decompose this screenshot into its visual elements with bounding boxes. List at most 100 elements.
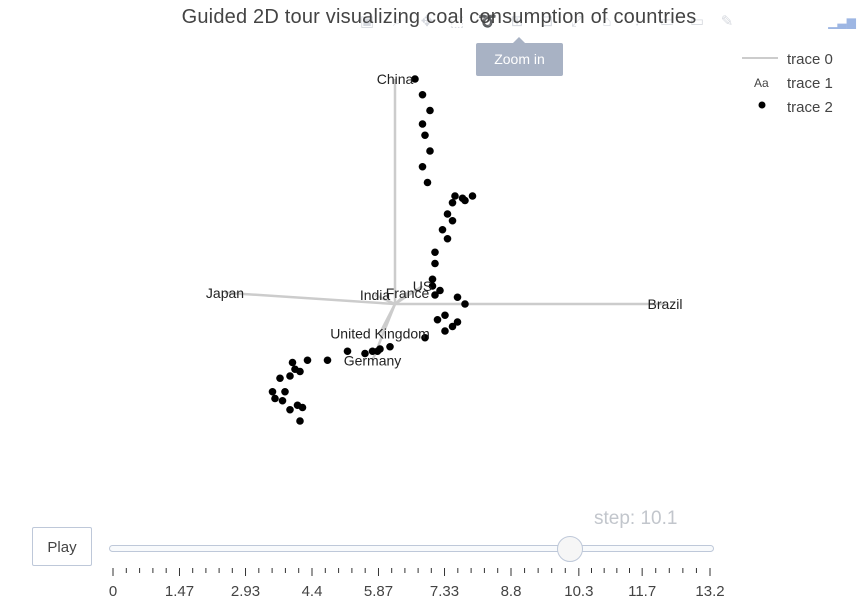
axis-label-china: China — [377, 71, 414, 87]
data-point[interactable] — [418, 90, 427, 99]
slider-tick-label: 7.33 — [430, 583, 459, 598]
legend-item-trace-0[interactable]: trace 0 — [740, 48, 860, 72]
data-point[interactable] — [428, 282, 437, 290]
modebar: ▣ ⌕ ✥ ⬚ ➰ ⊞ ⊟ ⤢ ⌂ ⫶ ▭ ▭ ✎ ▁▃▆ — [358, 12, 858, 36]
data-point[interactable] — [276, 374, 284, 383]
chart-title: Guided 2D tour visualizing coal consumpt… — [181, 6, 697, 28]
data-point[interactable] — [431, 259, 439, 268]
zoom-icon[interactable]: ⌕ — [392, 13, 402, 30]
slider-rail[interactable] — [109, 545, 714, 552]
data-point[interactable] — [428, 275, 437, 284]
axis-line-japan — [224, 291, 396, 306]
data-point[interactable] — [281, 387, 289, 396]
camera-icon[interactable]: ▣ — [359, 13, 375, 30]
data-point[interactable] — [423, 178, 432, 187]
step-label: step: 10.1 — [594, 508, 678, 529]
axis-line-us — [394, 284, 424, 306]
plotly-logo-icon[interactable]: ▁▃▆ — [828, 15, 856, 29]
data-point[interactable] — [448, 198, 457, 207]
slider-tick-label: 1.47 — [165, 583, 194, 598]
data-point[interactable] — [303, 356, 312, 365]
axis-label-france: France — [386, 285, 430, 301]
data-point[interactable] — [298, 403, 307, 412]
data-point[interactable] — [441, 327, 449, 335]
data-point[interactable] — [433, 315, 442, 324]
legend-item-trace-2[interactable]: trace 2 — [740, 96, 860, 120]
data-point[interactable] — [323, 356, 332, 365]
data-point[interactable] — [461, 196, 469, 205]
data-point[interactable] — [268, 387, 277, 396]
data-point[interactable] — [461, 300, 469, 308]
hover-compare-icon[interactable]: ▭ — [689, 13, 705, 30]
play-button[interactable]: Play — [32, 527, 92, 566]
slider-tick-label: 11.7 — [628, 583, 656, 598]
data-point[interactable] — [451, 192, 459, 200]
data-point[interactable] — [443, 234, 452, 243]
data-point[interactable] — [296, 367, 304, 376]
slider-tick-label: 8.8 — [501, 583, 522, 598]
data-point[interactable] — [448, 216, 457, 225]
axis-label-germany: Germany — [344, 352, 402, 368]
edit-chart-icon[interactable]: ✎ — [720, 13, 734, 30]
axis-label-united-kingdom: United Kingdom — [330, 325, 430, 341]
pan-icon[interactable]: ✥ — [420, 13, 434, 30]
data-point[interactable] — [441, 311, 449, 320]
data-point[interactable] — [286, 372, 294, 380]
hover-closest-icon[interactable]: ▭ — [659, 13, 675, 30]
autoscale-icon[interactable]: ⤢ — [570, 13, 583, 30]
data-point[interactable] — [443, 210, 452, 218]
data-point[interactable] — [296, 417, 304, 425]
data-point[interactable] — [431, 291, 439, 299]
svg-text:Aa: Aa — [754, 76, 769, 90]
data-point[interactable] — [431, 248, 439, 257]
reset-axes-icon[interactable]: ⌂ — [602, 13, 612, 30]
data-point[interactable] — [453, 293, 462, 302]
legend-item-trace-1[interactable]: Aa trace 1 — [740, 72, 860, 96]
data-point[interactable] — [421, 131, 429, 140]
box-select-icon[interactable]: ⬚ — [449, 13, 465, 30]
zoom-in-tooltip: Zoom in — [476, 37, 563, 76]
legend-label: trace 1 — [787, 75, 833, 92]
data-point[interactable] — [418, 120, 427, 128]
data-point[interactable] — [426, 147, 434, 155]
legend-label: trace 0 — [787, 51, 833, 68]
zoom-out-icon[interactable]: ⊟ — [540, 13, 554, 30]
spike-lines-icon[interactable]: ⫶ — [635, 13, 639, 30]
data-point[interactable] — [453, 318, 462, 326]
slider-tick-label: 2.93 — [231, 583, 260, 598]
data-point[interactable] — [286, 405, 294, 414]
slider-tick-label: 13.2 — [695, 583, 724, 598]
slider-tick-label: 0 — [109, 583, 117, 598]
data-point[interactable] — [426, 106, 434, 115]
lasso-icon[interactable]: ➰ — [478, 13, 497, 30]
zoom-in-icon[interactable]: ⊞ — [510, 13, 524, 30]
axis-label-india: India — [360, 287, 391, 303]
data-point[interactable] — [411, 75, 419, 83]
data-point[interactable] — [468, 192, 477, 200]
axis-label-us: US — [413, 278, 432, 294]
data-point[interactable] — [361, 349, 369, 358]
data-point[interactable] — [438, 225, 447, 234]
slider-tick-label: 4.4 — [302, 583, 323, 598]
slider-tick-label: 5.87 — [364, 583, 393, 598]
marker-icon — [758, 101, 766, 109]
data-point[interactable] — [418, 162, 427, 171]
data-point[interactable] — [448, 322, 457, 331]
data-point[interactable] — [271, 394, 279, 403]
legend: trace 0 Aa trace 1 trace 2 — [740, 48, 860, 120]
axis-label-brazil: Brazil — [647, 296, 682, 312]
data-point[interactable] — [343, 347, 352, 356]
data-point[interactable] — [288, 358, 297, 367]
legend-label: trace 2 — [787, 99, 833, 116]
data-point[interactable] — [436, 286, 444, 295]
data-point[interactable] — [368, 347, 377, 356]
text-icon: Aa — [754, 76, 769, 90]
slider-handle[interactable] — [556, 536, 583, 562]
data-point[interactable] — [421, 333, 429, 342]
data-point[interactable] — [278, 396, 287, 405]
tour-axes-layer — [224, 79, 665, 361]
slider-tick-label: 10.3 — [564, 583, 593, 598]
data-point[interactable] — [386, 342, 394, 351]
